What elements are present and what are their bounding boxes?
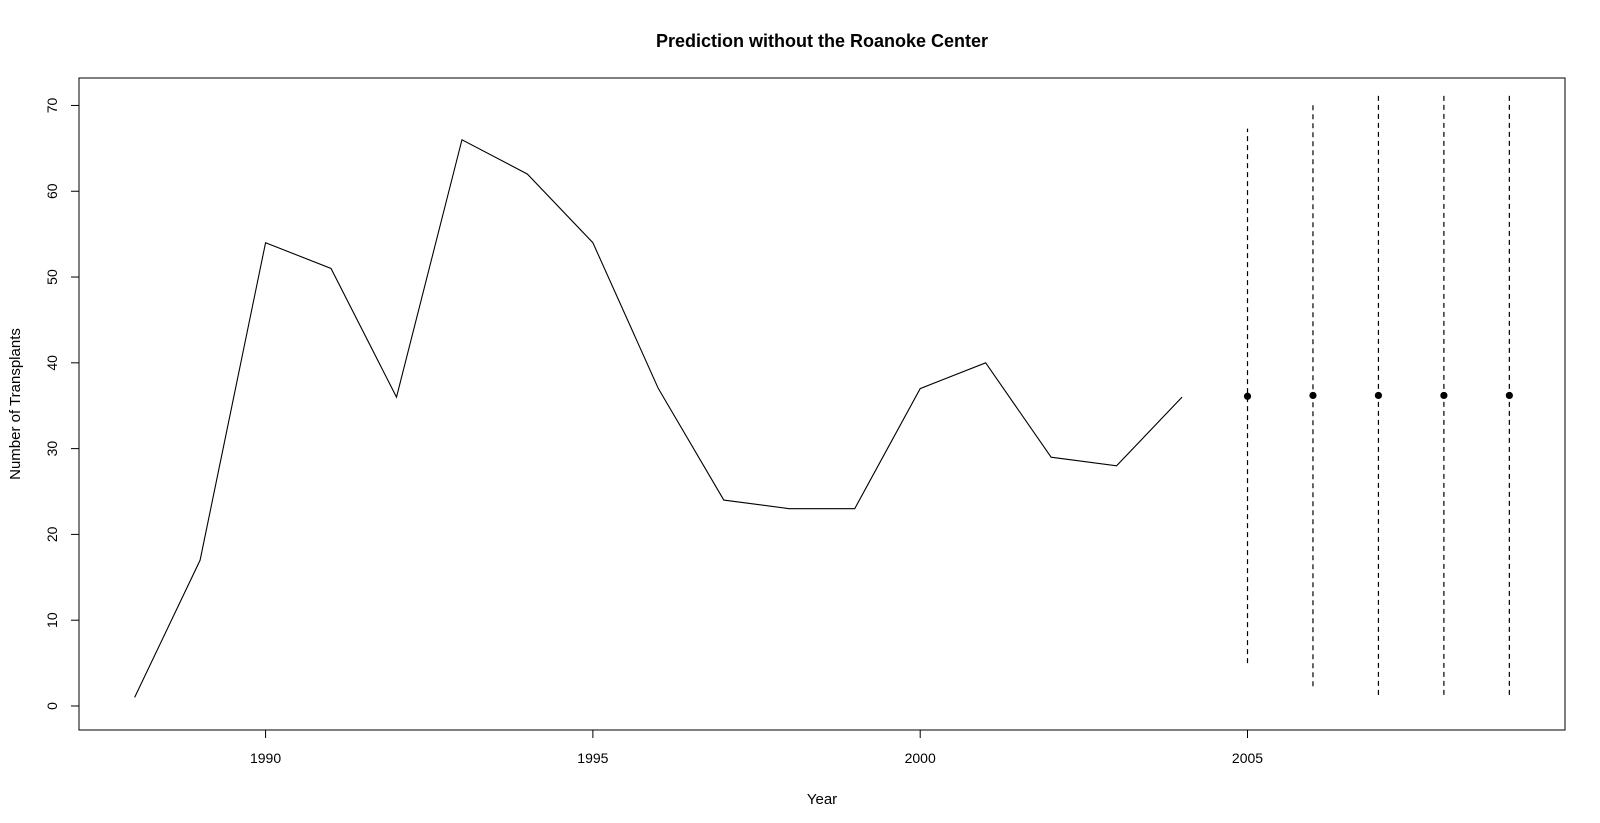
prediction-point bbox=[1505, 391, 1513, 400]
x-tick-label: 2005 bbox=[1232, 750, 1263, 766]
chart-title: Prediction without the Roanoke Center bbox=[656, 31, 988, 51]
x-axis: 1990 1995 2000 2005 bbox=[250, 729, 1263, 766]
series-line bbox=[134, 138, 1183, 698]
y-tick-label: 60 bbox=[44, 183, 60, 199]
y-tick-label: 30 bbox=[44, 441, 60, 457]
series-layer bbox=[134, 138, 1183, 698]
y-tick-label: 0 bbox=[44, 702, 60, 710]
x-tick-label: 2000 bbox=[905, 750, 936, 766]
prediction-point bbox=[1243, 392, 1252, 400]
prediction-layer bbox=[1243, 95, 1513, 695]
y-tick-label: 40 bbox=[44, 355, 60, 371]
prediction-point bbox=[1374, 391, 1383, 400]
x-tick-label: 1995 bbox=[577, 750, 608, 766]
y-axis: 0 10 20 30 40 50 60 70 bbox=[44, 97, 80, 710]
plot-frame bbox=[78, 77, 1566, 731]
y-tick-label: 20 bbox=[44, 526, 60, 542]
y-tick-label: 10 bbox=[44, 612, 60, 628]
y-tick-label: 70 bbox=[44, 97, 60, 113]
prediction-point bbox=[1309, 391, 1317, 400]
prediction-point bbox=[1440, 391, 1448, 400]
y-axis-label: Number of Transplants bbox=[7, 328, 24, 480]
x-axis-label: Year bbox=[807, 791, 837, 808]
y-tick-label: 50 bbox=[44, 269, 60, 285]
x-tick-label: 1990 bbox=[250, 750, 281, 766]
